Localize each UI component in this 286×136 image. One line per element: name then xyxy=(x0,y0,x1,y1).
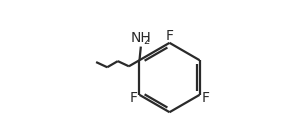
Text: F: F xyxy=(201,91,209,105)
Text: 2: 2 xyxy=(143,36,149,47)
Text: F: F xyxy=(130,91,138,105)
Text: F: F xyxy=(166,29,174,43)
Text: NH: NH xyxy=(130,32,151,45)
